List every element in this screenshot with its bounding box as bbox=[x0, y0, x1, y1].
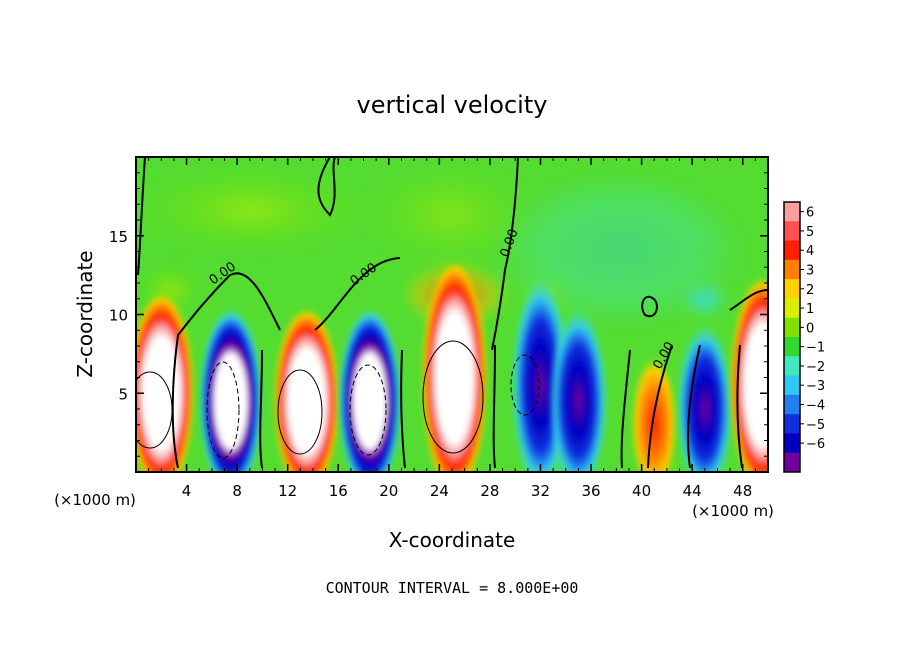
colorbar-swatch bbox=[784, 375, 800, 396]
x-tick-label: 20 bbox=[379, 482, 398, 500]
colorbar-frame bbox=[783, 201, 801, 473]
x-tick-label: 44 bbox=[683, 482, 702, 500]
colorbar-swatch bbox=[784, 356, 800, 377]
colorbar-swatch bbox=[784, 414, 800, 434]
y-tick-label: 5 bbox=[118, 385, 128, 403]
x-tick-label: 8 bbox=[232, 482, 242, 500]
x-unit-label-right: (×1000 m) bbox=[692, 502, 774, 520]
x-tick-label: 16 bbox=[329, 482, 348, 500]
colorbar-swatch bbox=[784, 221, 800, 242]
colorbar-swatch bbox=[784, 279, 800, 299]
x-axis-label: X-coordinate bbox=[389, 528, 516, 552]
colorbar-swatch bbox=[784, 259, 800, 280]
colorbar-label: 3 bbox=[806, 264, 814, 279]
colorbar-swatch bbox=[784, 337, 800, 357]
updraft-cell bbox=[273, 308, 340, 472]
positive-contours bbox=[136, 340, 484, 455]
colorbar-label: 5 bbox=[806, 225, 814, 240]
x-tick-label: 36 bbox=[581, 482, 600, 500]
zero-contours bbox=[137, 157, 768, 469]
colorbar-label: 4 bbox=[806, 244, 814, 259]
updraft-cell bbox=[421, 260, 488, 472]
colorbar-label: −5 bbox=[806, 418, 825, 433]
velocity-field: 0.00 0.000.000.00 bbox=[136, 157, 768, 472]
updraft-cell bbox=[730, 276, 768, 472]
downdraft-cell bbox=[338, 308, 402, 472]
colorbar-label: 1 bbox=[806, 302, 814, 317]
colorbar-label: −4 bbox=[806, 399, 825, 414]
y-axis: 5 10 15 bbox=[109, 172, 768, 457]
colorbar-swatch bbox=[784, 394, 800, 415]
colorbar-label: 0 bbox=[806, 321, 814, 336]
x-tick-label: 32 bbox=[531, 482, 550, 500]
x-tick-label: 40 bbox=[632, 482, 651, 500]
colorbar-label: 2 bbox=[806, 283, 814, 298]
y-axis-label: Z-coordinate bbox=[73, 250, 97, 377]
contour-interval-note: CONTOUR INTERVAL = 8.000E+00 bbox=[326, 579, 579, 597]
chart-title: vertical velocity bbox=[357, 91, 548, 119]
colorbar-swatch bbox=[784, 298, 800, 319]
y-tick-label: 15 bbox=[109, 228, 128, 246]
cell-layer bbox=[136, 260, 768, 472]
colorbar: 6 5 4 3 2 1 0 −1 −2 −3 −4 −5 −6 bbox=[783, 201, 825, 473]
downdraft-cell bbox=[676, 323, 734, 472]
colorbar-label: −1 bbox=[806, 341, 825, 356]
x-tick-label: 4 bbox=[182, 482, 192, 500]
x-unit-label-left: (×1000 m) bbox=[54, 491, 136, 509]
x-tick-label: 12 bbox=[278, 482, 297, 500]
colorbar-label: −3 bbox=[806, 379, 825, 394]
x-tick-label: 24 bbox=[430, 482, 449, 500]
colorbar-label: 6 bbox=[806, 206, 814, 221]
colorbar-swatch bbox=[784, 240, 800, 261]
colorbar-swatch bbox=[784, 433, 800, 454]
colorbar-label: −6 bbox=[806, 437, 825, 452]
y-tick-label: 10 bbox=[109, 307, 128, 325]
downdraft-cell bbox=[549, 308, 608, 472]
updraft-cell bbox=[631, 355, 678, 472]
colorbar-label: −2 bbox=[806, 360, 825, 375]
colorbar-swatch bbox=[784, 317, 800, 338]
downdraft-cell bbox=[199, 308, 263, 472]
colorbar-swatch bbox=[784, 202, 800, 222]
colorbar-swatch bbox=[784, 452, 800, 473]
x-axis: 4 8 12 16 20 24 28 32 36 40 44 48 bbox=[148, 157, 756, 500]
x-tick-label: 28 bbox=[480, 482, 499, 500]
negative-contours bbox=[206, 354, 540, 459]
x-tick-label: 48 bbox=[733, 482, 752, 500]
